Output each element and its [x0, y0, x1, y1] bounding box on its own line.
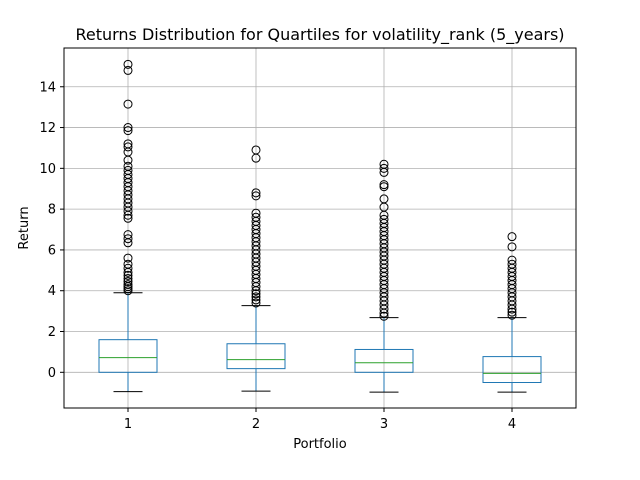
box-group-1	[98, 59, 158, 393]
outlier-point	[123, 234, 133, 244]
outlier-point	[379, 182, 389, 192]
outlier-point	[123, 213, 133, 223]
outlier-point	[123, 155, 133, 165]
outlier-point	[123, 238, 133, 248]
iqr-box	[98, 339, 158, 373]
y-tick-label: 10	[39, 162, 56, 177]
outlier-point	[251, 289, 261, 299]
y-tick-label: 8	[48, 203, 56, 218]
outlier-point	[379, 167, 389, 177]
outlier-point	[251, 191, 261, 201]
x-axis-label: Portfolio	[293, 437, 347, 452]
box-group-4	[482, 232, 542, 393]
outlier-point	[251, 153, 261, 163]
x-tick-label: 2	[252, 417, 260, 432]
outlier-point	[123, 142, 133, 152]
outlier-point	[251, 298, 261, 308]
outlier-point	[251, 295, 261, 305]
outlier-point	[251, 292, 261, 302]
outlier-point	[379, 163, 389, 173]
outlier-point	[123, 267, 133, 277]
y-tick-label: 4	[48, 284, 56, 299]
outlier-point	[123, 277, 133, 287]
outlier-point	[123, 126, 133, 136]
outlier-point	[123, 206, 133, 216]
outlier-point	[123, 99, 133, 109]
y-tick-label: 14	[39, 80, 56, 95]
outlier-point	[507, 300, 517, 310]
outlier-point	[507, 307, 517, 317]
outlier-point	[379, 304, 389, 314]
outlier-point	[123, 270, 133, 280]
outlier-point	[123, 210, 133, 220]
outlier-point	[507, 310, 517, 320]
iqr-box	[482, 356, 542, 384]
box-group-3	[354, 159, 414, 393]
plot-frame	[63, 47, 577, 409]
outlier-point	[123, 253, 133, 263]
chart-title: Returns Distribution for Quartiles for v…	[75, 25, 564, 45]
y-tick-label: 6	[48, 243, 56, 258]
outlier-point	[123, 123, 133, 133]
x-tick-label: 4	[508, 417, 516, 432]
iqr-box	[226, 343, 286, 370]
outlier-point	[123, 286, 133, 296]
outlier-point	[251, 286, 261, 296]
outlier-point	[123, 59, 133, 69]
y-tick-label: 0	[48, 366, 56, 381]
outlier-point	[251, 188, 261, 198]
x-tick-label: 3	[380, 417, 388, 432]
box-layer	[98, 59, 542, 393]
outlier-point	[123, 263, 133, 273]
iqr-box	[354, 348, 414, 373]
y-axis-label: Return	[17, 206, 32, 249]
outlier-point	[507, 242, 517, 252]
outlier-point	[123, 65, 133, 75]
y-tick-label: 2	[48, 325, 56, 340]
outlier-point	[379, 308, 389, 318]
outlier-point	[507, 304, 517, 314]
box-group-2	[226, 145, 286, 392]
outlier-point	[507, 232, 517, 242]
outlier-point	[251, 282, 261, 292]
x-tick-label: 1	[124, 417, 132, 432]
outlier-point	[379, 311, 389, 321]
y-tick-label: 12	[39, 121, 56, 136]
